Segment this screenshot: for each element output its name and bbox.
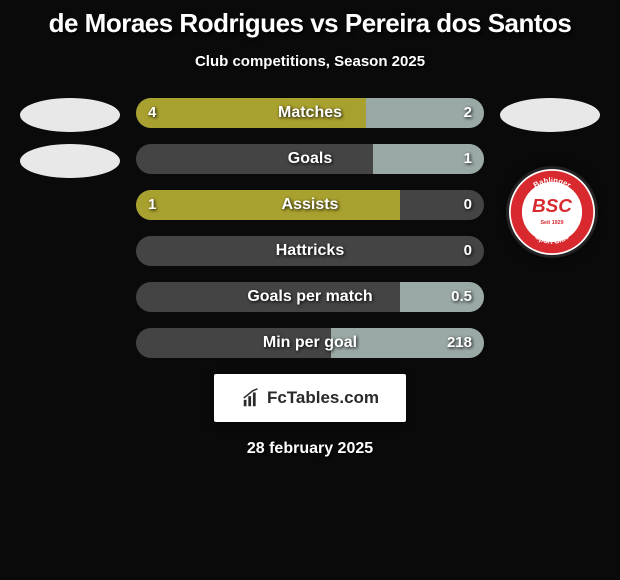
stat-value-right: 218 (447, 328, 472, 358)
comparison-card: de Moraes Rodrigues vs Pereira dos Santo… (0, 0, 620, 458)
stat-rows: Matches42Goals1Assists10Hattricks0Goals … (136, 98, 484, 358)
svg-text:BSC: BSC (532, 196, 572, 217)
stat-label: Goals per match (136, 282, 484, 312)
stat-row: Goals1 (136, 144, 484, 174)
stat-label: Hattricks (136, 236, 484, 266)
footer-brand-text: FcTables.com (267, 388, 379, 408)
stat-row: Assists1 0 (136, 190, 484, 220)
stat-row: Goals per match0.5 (136, 282, 484, 312)
stat-row: Matches4 2 (136, 98, 484, 128)
stat-row: Hattricks0 (136, 236, 484, 266)
stat-value-left: 4 (148, 98, 156, 128)
player-marker-left (20, 98, 120, 132)
stat-value-right: 0 (464, 190, 472, 220)
club-badge-icon: BSC Seit 1929 Bahlinger Sport Club (509, 169, 595, 255)
date: 28 february 2025 (10, 440, 610, 458)
player-marker-left (20, 144, 120, 178)
club-badge: BSC Seit 1929 Bahlinger Sport Club (506, 166, 598, 258)
player-marker-right (500, 98, 600, 132)
stat-label: Assists (136, 190, 484, 220)
subtitle: Club competitions, Season 2025 (10, 53, 610, 70)
fctables-logo-icon (241, 387, 263, 409)
stat-label: Goals (136, 144, 484, 174)
stat-value-left: 1 (148, 190, 156, 220)
stats-area: BSC Seit 1929 Bahlinger Sport Club Match… (10, 98, 610, 358)
stat-label: Min per goal (136, 328, 484, 358)
stat-value-right: 0 (464, 236, 472, 266)
stat-value-right: 1 (464, 144, 472, 174)
page-title: de Moraes Rodrigues vs Pereira dos Santo… (10, 8, 610, 39)
stat-row: Min per goal218 (136, 328, 484, 358)
footer-brand-badge: FcTables.com (214, 374, 406, 422)
stat-label: Matches (136, 98, 484, 128)
stat-value-right: 0.5 (451, 282, 472, 312)
stat-value-right: 2 (464, 98, 472, 128)
svg-text:Seit 1929: Seit 1929 (540, 220, 563, 226)
